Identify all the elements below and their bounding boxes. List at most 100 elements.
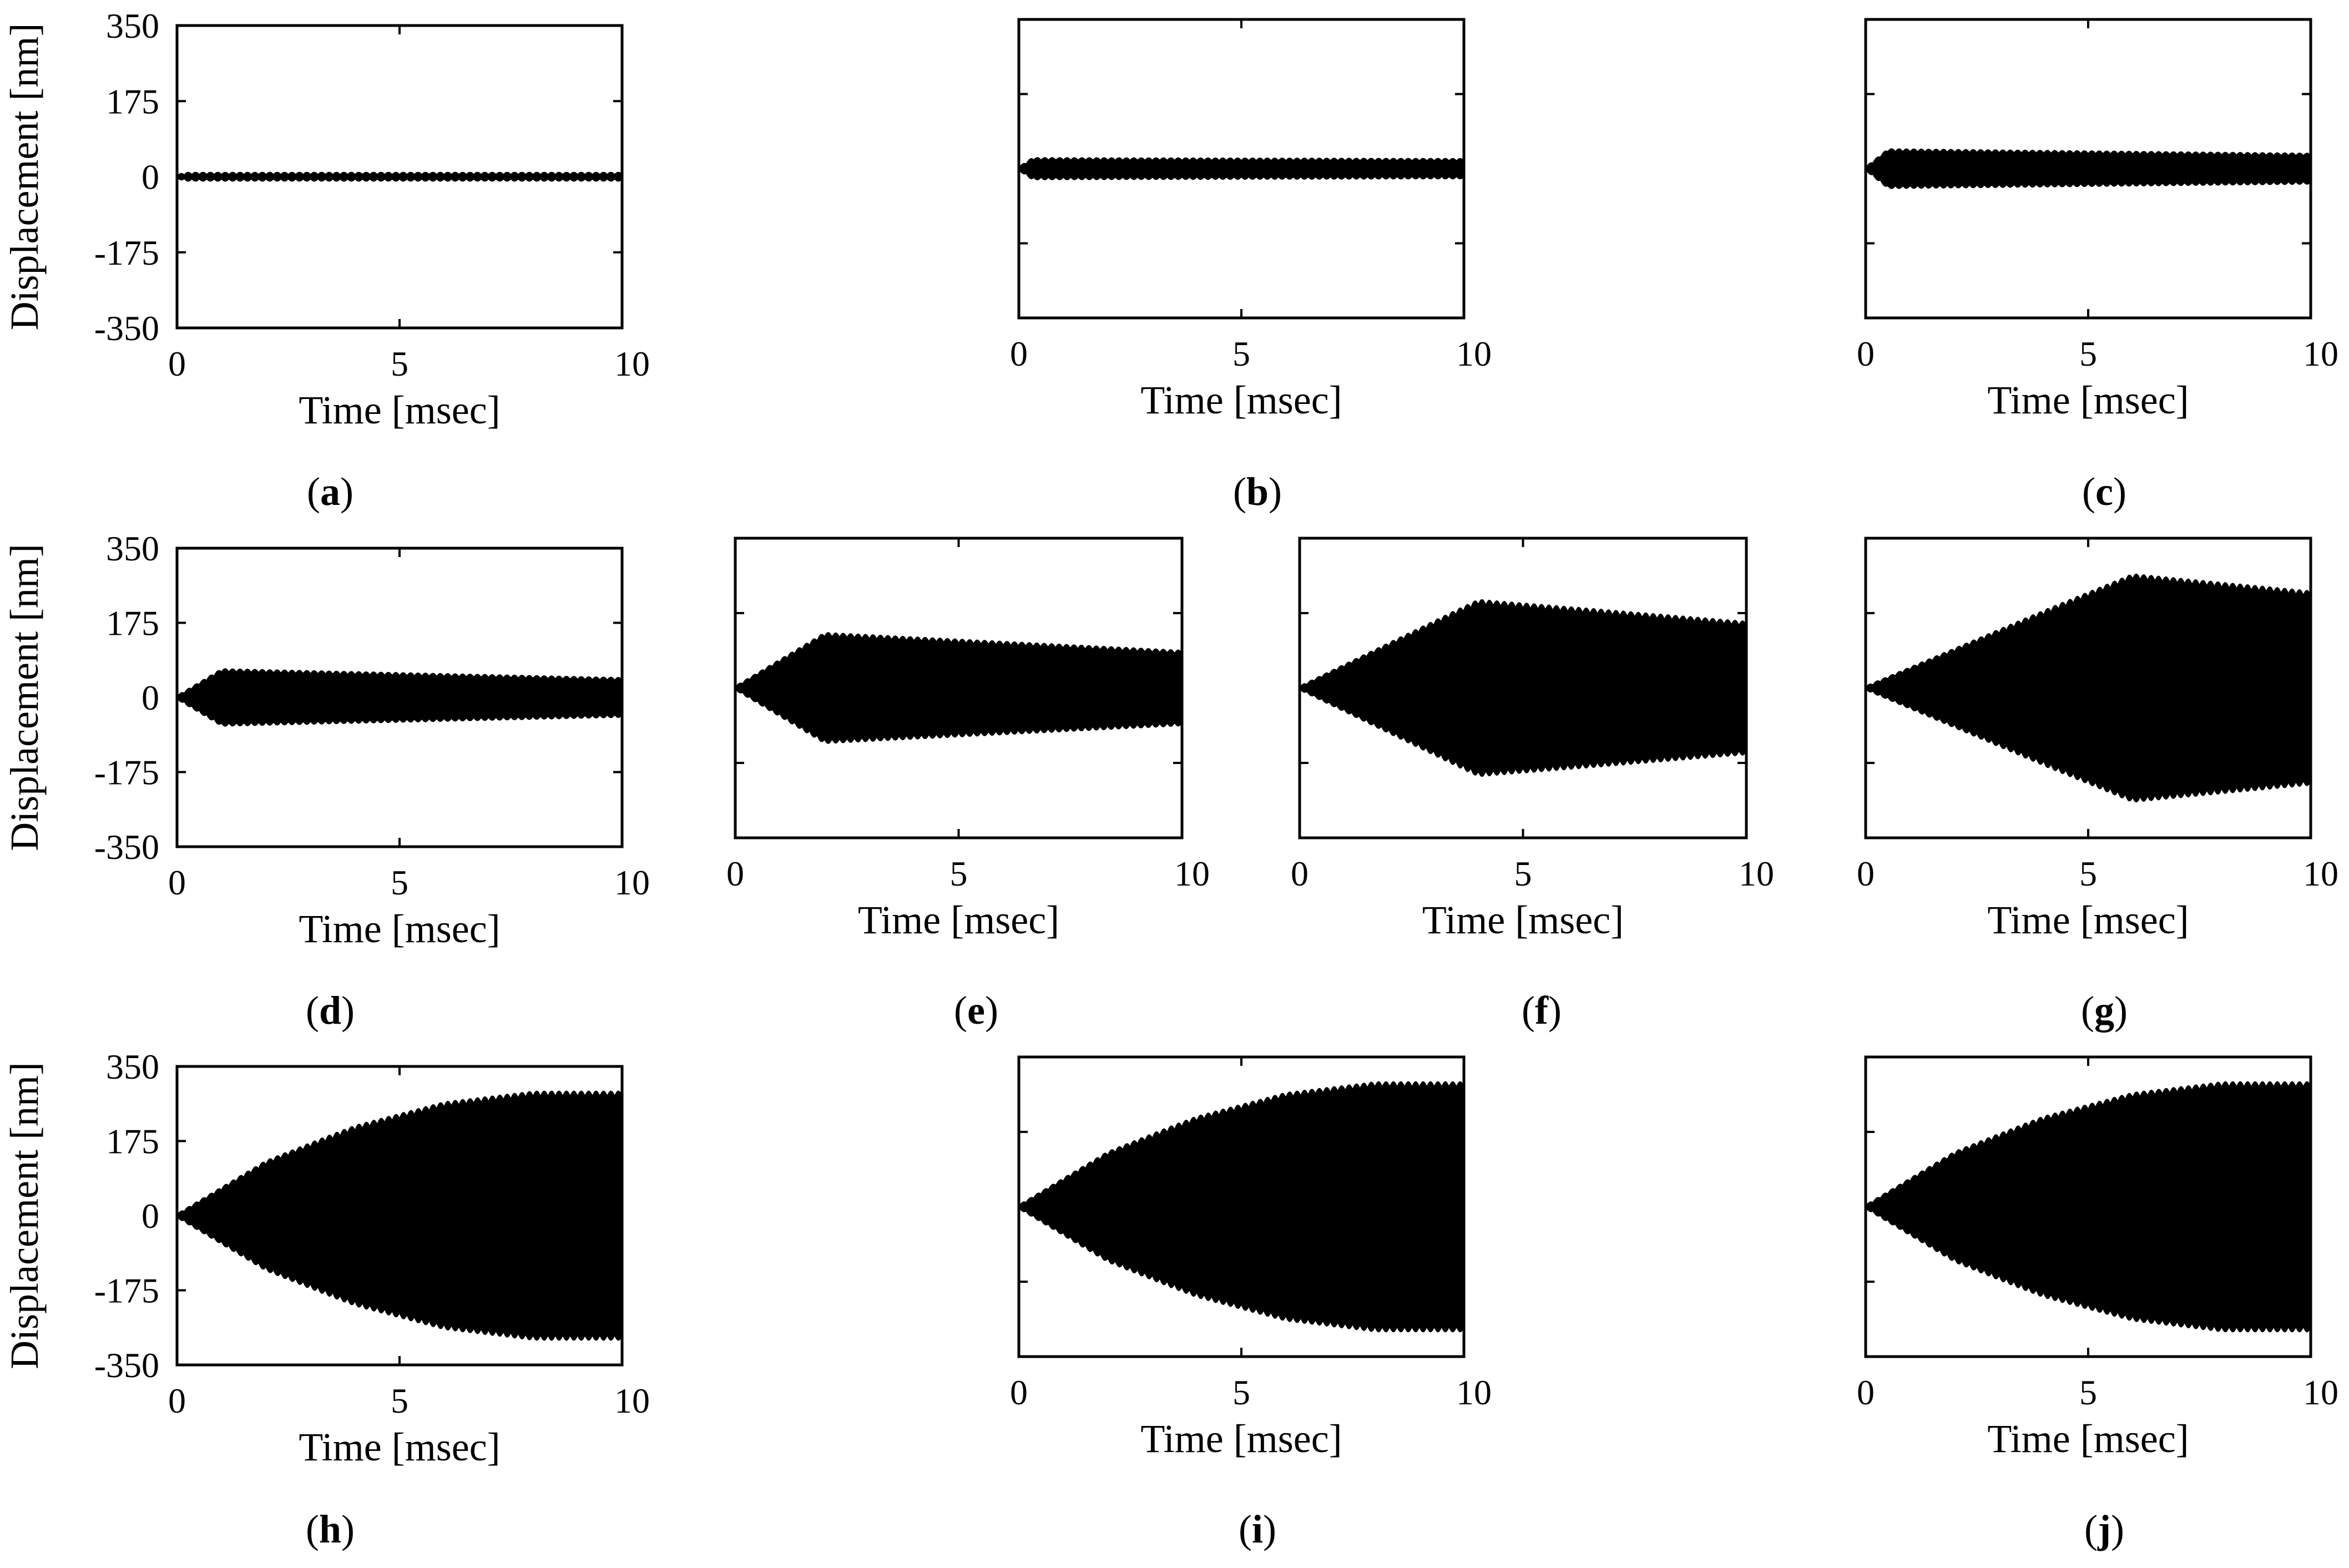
panel-label: (j) — [2084, 1507, 2124, 1551]
y-tick-label: 0 — [142, 1196, 159, 1236]
x-tick-label: 0 — [1857, 854, 1875, 893]
panel-label: (e) — [954, 988, 998, 1033]
y-tick-label: -175 — [94, 1271, 159, 1311]
x-tick-label: 5 — [391, 1381, 408, 1420]
panel-label-open: ( — [307, 469, 320, 514]
panel-label-close: ) — [2111, 1507, 2124, 1551]
panel-label: (a) — [307, 469, 353, 514]
signal-envelope — [1300, 599, 1746, 777]
x-tick-label: 5 — [2079, 854, 2097, 893]
x-axis-label: Time [msec] — [1140, 378, 1342, 422]
x-axis-label: Time [msec] — [1140, 1417, 1342, 1461]
y-tick-label: 175 — [106, 1122, 159, 1161]
panel-label-close: ) — [2114, 988, 2128, 1033]
x-tick-label: 10 — [1456, 334, 1492, 373]
signal-envelope — [735, 632, 1182, 744]
panel-label-letter: b — [1246, 469, 1269, 514]
panel-label-open: ( — [306, 988, 319, 1033]
chart-panel-e: 0 5 10 Time [msec] (e) — [726, 537, 1210, 1033]
x-tick-label: 10 — [614, 344, 650, 383]
x-axis-label: Time [msec] — [299, 1425, 500, 1469]
y-tick-label: 350 — [106, 1047, 159, 1086]
panel-label-close: ) — [341, 988, 355, 1033]
x-tick-label: 10 — [2303, 854, 2338, 893]
x-tick-label: 5 — [1514, 854, 1532, 893]
y-tick-label: 175 — [106, 604, 159, 643]
signal-envelope — [177, 668, 622, 727]
y-axis-label: Displacement [nm] — [2, 544, 47, 851]
y-tick-label: -175 — [94, 753, 159, 792]
panel-label: (h) — [306, 1507, 355, 1551]
x-tick-label: 0 — [1010, 1373, 1028, 1412]
x-tick-label: 5 — [391, 863, 408, 902]
signal-envelope — [1866, 1081, 2311, 1333]
panel-label-letter: e — [967, 988, 985, 1033]
panel-label: (i) — [1239, 1507, 1276, 1551]
y-axis-label: Displacement [nm] — [2, 1062, 47, 1369]
x-axis-label: Time [msec] — [1987, 378, 2189, 422]
panel-label: (f) — [1522, 988, 1562, 1033]
signal-envelope — [1019, 1081, 1464, 1333]
panel-label-open: ( — [1522, 988, 1535, 1033]
panel-label: (g) — [2081, 988, 2128, 1033]
y-tick-label: 350 — [106, 529, 159, 568]
x-axis-label: Time [msec] — [1987, 1417, 2189, 1461]
x-tick-label: 0 — [1857, 1373, 1875, 1412]
x-axis-label: Time [msec] — [1422, 898, 1624, 942]
x-axis-label: Time [msec] — [858, 898, 1059, 942]
x-tick-label: 5 — [2079, 1373, 2097, 1412]
panel-label-letter: d — [319, 988, 341, 1033]
x-axis-label: Time [msec] — [299, 388, 500, 432]
signal-envelope — [1019, 157, 1464, 180]
x-tick-label: 0 — [168, 863, 186, 902]
panel-label-close: ) — [341, 1507, 355, 1551]
x-tick-label: 10 — [2303, 334, 2338, 373]
x-tick-label: 10 — [614, 1381, 650, 1420]
y-tick-label: 0 — [142, 678, 159, 717]
x-tick-label: 0 — [1010, 334, 1028, 373]
y-tick-label: -350 — [94, 308, 159, 348]
panel-label-close: ) — [1548, 988, 1562, 1033]
signal-envelope — [177, 1090, 622, 1341]
chart-panel-d: 0 5 10 350 175 0 -175 -350 Time [msec] Displaceme… — [2, 529, 650, 1033]
y-axis-label: Displacement [nm] — [2, 23, 47, 331]
y-tick-label: 175 — [106, 82, 159, 121]
x-tick-label: 10 — [1456, 1373, 1492, 1412]
panel-label-open: ( — [1239, 1507, 1252, 1551]
panel-label-close: ) — [1263, 1507, 1276, 1551]
x-tick-label: 0 — [168, 344, 186, 383]
chart-panel-g: 0 5 10 Time [msec] (g) — [1857, 537, 2338, 1033]
chart-panel-h: 0 5 10 350 175 0 -175 -350 Time [msec] Displaceme… — [2, 1047, 650, 1551]
x-tick-label: 0 — [168, 1381, 186, 1420]
x-axis-label: Time [msec] — [1987, 898, 2189, 942]
signal-envelope — [1866, 573, 2311, 803]
y-tick-label: -175 — [94, 233, 159, 272]
y-tick-label: 0 — [142, 158, 159, 197]
x-tick-label: 5 — [950, 854, 968, 893]
panel-label: (c) — [2082, 469, 2126, 514]
chart-panel-a: 0 5 10 350 175 0 -175 -350 Time [msec] Displaceme… — [2, 6, 650, 514]
panel-label-open: ( — [306, 1507, 319, 1551]
x-tick-label: 10 — [614, 863, 650, 902]
panel-label-close: ) — [1269, 469, 1282, 514]
y-tick-label: 350 — [106, 6, 159, 45]
y-tick-label: -350 — [94, 827, 159, 867]
panel-label-open: ( — [1233, 469, 1246, 514]
panel-label-open: ( — [2082, 469, 2095, 514]
x-tick-label: 0 — [1857, 334, 1875, 373]
panel-label-letter: a — [320, 469, 340, 514]
chart-panel-i: 0 5 10 Time [msec] (i) — [1010, 1055, 1492, 1551]
panel-label: (d) — [306, 988, 355, 1033]
y-tick-label: -350 — [94, 1346, 159, 1385]
x-tick-label: 5 — [391, 344, 408, 383]
panel-label-letter: i — [1252, 1507, 1263, 1551]
signal-envelope — [1866, 148, 2311, 189]
panel-label-open: ( — [2081, 988, 2094, 1033]
panel-label-letter: h — [319, 1507, 341, 1551]
x-tick-label: 5 — [1232, 334, 1250, 373]
panel-label-open: ( — [954, 988, 967, 1033]
chart-panel-f: 0 5 10 Time [msec] (f) — [1291, 537, 1774, 1033]
x-axis-label: Time [msec] — [299, 907, 500, 951]
panel-label-close: ) — [2113, 469, 2126, 514]
